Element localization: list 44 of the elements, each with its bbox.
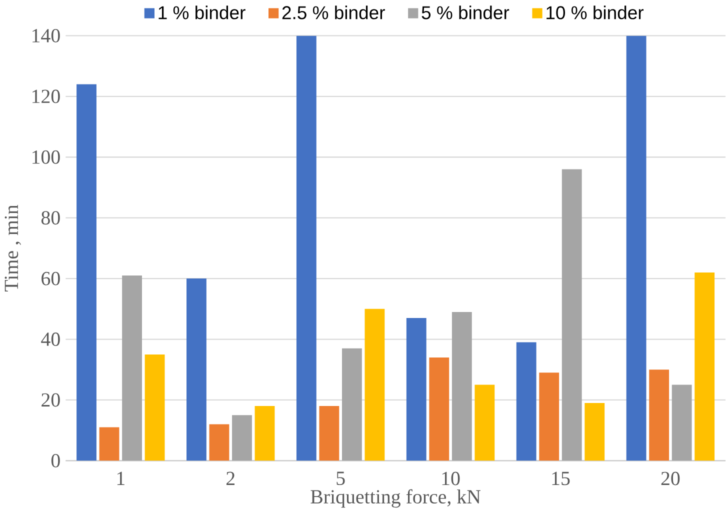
x-tick-label: 10 <box>442 472 460 486</box>
y-tick-label: 0 <box>51 454 60 468</box>
bar <box>296 36 316 461</box>
legend-label: 10 % binder <box>546 5 644 20</box>
y-tick-label: 60 <box>42 272 60 286</box>
bar <box>254 406 275 461</box>
bar <box>452 312 472 461</box>
bar <box>474 384 495 461</box>
bar <box>364 308 385 461</box>
bar <box>99 427 120 461</box>
bar <box>76 84 96 461</box>
bar <box>626 36 646 461</box>
bar <box>649 369 670 461</box>
bar <box>186 278 206 461</box>
x-tick-label: 15 <box>552 472 570 485</box>
bar <box>122 275 142 461</box>
bar <box>319 406 340 461</box>
y-tick-label: 80 <box>41 210 60 224</box>
bar <box>584 402 605 461</box>
bar <box>144 354 165 461</box>
y-tick-label: 40 <box>41 332 60 346</box>
bar <box>562 169 582 461</box>
x-tick-label: 5 <box>336 472 345 485</box>
bar <box>232 414 252 461</box>
bar <box>209 424 230 461</box>
y-tick-label: 100 <box>32 150 60 164</box>
legend-label: 1 % binder <box>158 5 246 20</box>
y-tick-label: 20 <box>42 393 60 407</box>
y-tick-label: 120 <box>32 89 60 103</box>
bar <box>429 357 450 461</box>
bar <box>406 318 426 461</box>
bar <box>342 348 362 461</box>
bar <box>539 372 560 461</box>
y-axis-title: Time , min <box>4 204 21 292</box>
y-tick-label: 140 <box>32 28 60 42</box>
x-tick-label: 1 <box>117 472 124 485</box>
bar <box>694 272 715 461</box>
x-tick-label: 2 <box>226 472 234 485</box>
x-axis-title: Briquetting force, kN <box>310 489 481 508</box>
legend-label: 5 % binder <box>422 5 510 20</box>
bar <box>672 384 692 461</box>
x-tick-label: 20 <box>661 472 680 486</box>
bar <box>516 342 536 461</box>
legend-label: 2.5 % binder <box>282 5 385 20</box>
